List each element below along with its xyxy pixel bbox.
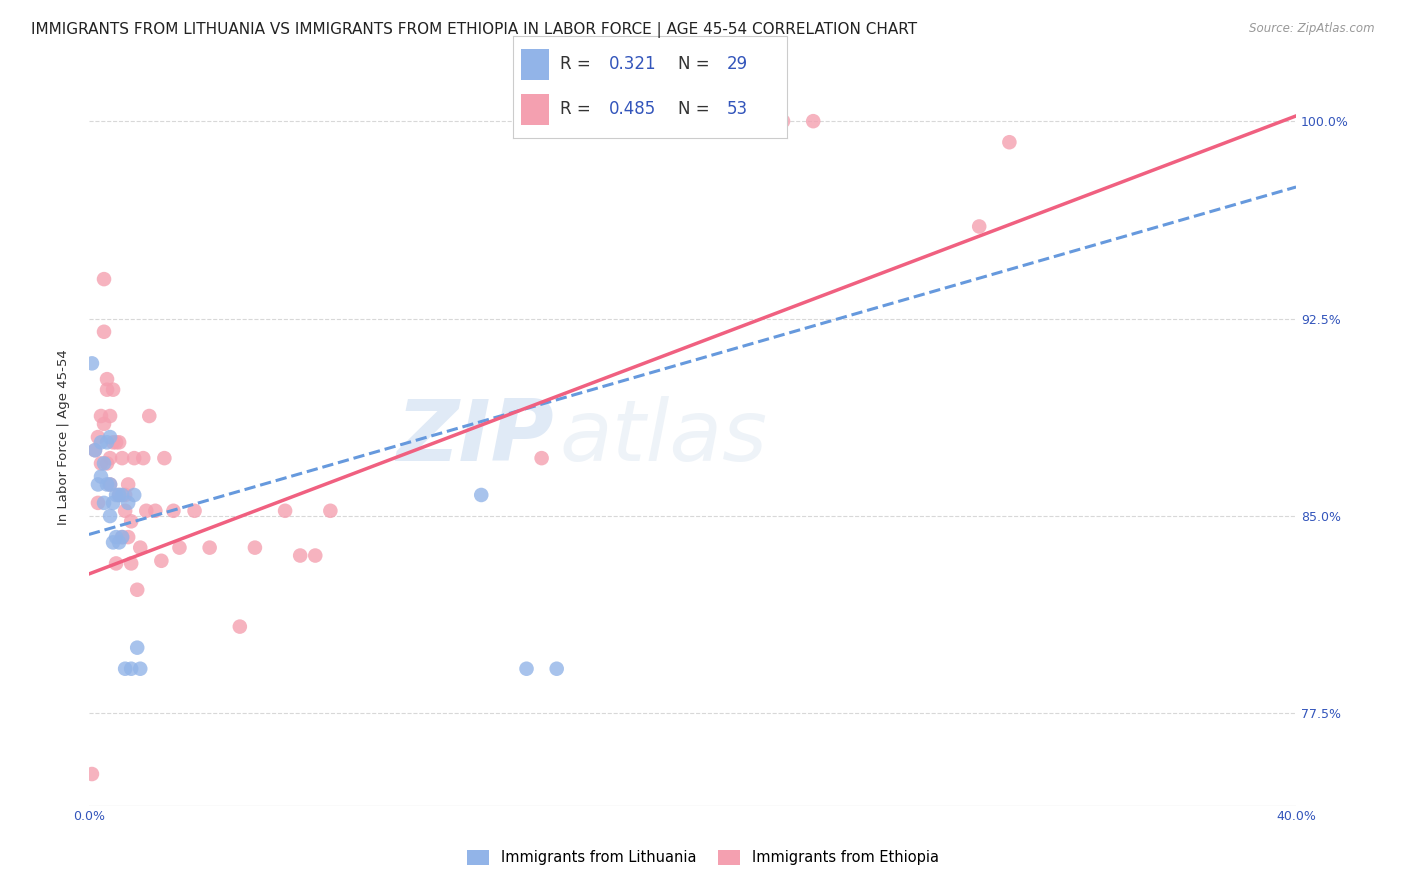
Point bbox=[998, 135, 1021, 149]
Point bbox=[105, 488, 128, 502]
Point bbox=[98, 477, 121, 491]
Point bbox=[117, 477, 139, 491]
Point bbox=[138, 409, 160, 423]
Point bbox=[105, 435, 128, 450]
Point bbox=[101, 496, 124, 510]
Point bbox=[129, 541, 152, 555]
Point bbox=[98, 451, 121, 466]
Point bbox=[87, 430, 110, 444]
Point bbox=[93, 496, 115, 510]
Point bbox=[967, 219, 990, 234]
Point bbox=[183, 504, 205, 518]
Point bbox=[319, 504, 342, 518]
Point bbox=[84, 443, 107, 458]
Text: ZIP: ZIP bbox=[396, 395, 554, 479]
Point bbox=[98, 477, 121, 491]
Point bbox=[108, 435, 131, 450]
Point bbox=[101, 383, 124, 397]
Text: N =: N = bbox=[678, 100, 714, 118]
Text: R =: R = bbox=[560, 55, 596, 73]
Point bbox=[132, 451, 155, 466]
Point bbox=[135, 504, 157, 518]
Text: N =: N = bbox=[678, 55, 714, 73]
Point bbox=[93, 272, 115, 286]
Point bbox=[243, 541, 266, 555]
Point bbox=[122, 488, 145, 502]
Point bbox=[129, 662, 152, 676]
Text: 53: 53 bbox=[727, 100, 748, 118]
Text: R =: R = bbox=[560, 100, 596, 118]
Point bbox=[304, 549, 326, 563]
Point bbox=[108, 535, 131, 549]
Point bbox=[120, 662, 142, 676]
Point bbox=[105, 557, 128, 571]
Point bbox=[98, 430, 121, 444]
Point bbox=[114, 488, 136, 502]
Point bbox=[90, 457, 112, 471]
Point bbox=[274, 504, 297, 518]
Point bbox=[96, 457, 118, 471]
Point bbox=[801, 114, 824, 128]
Point bbox=[80, 356, 103, 370]
Point bbox=[101, 435, 124, 450]
Point bbox=[515, 662, 537, 676]
Point bbox=[120, 514, 142, 528]
Point bbox=[114, 662, 136, 676]
Point bbox=[90, 409, 112, 423]
Point bbox=[80, 767, 103, 781]
Point bbox=[470, 488, 492, 502]
Point bbox=[87, 477, 110, 491]
Point bbox=[101, 535, 124, 549]
Text: Source: ZipAtlas.com: Source: ZipAtlas.com bbox=[1250, 22, 1375, 36]
FancyBboxPatch shape bbox=[522, 95, 548, 125]
Text: 0.485: 0.485 bbox=[609, 100, 657, 118]
Point bbox=[108, 488, 131, 502]
Point bbox=[87, 496, 110, 510]
Point bbox=[114, 504, 136, 518]
Point bbox=[111, 451, 134, 466]
Legend: Immigrants from Lithuania, Immigrants from Ethiopia: Immigrants from Lithuania, Immigrants fr… bbox=[461, 844, 945, 871]
Point bbox=[98, 509, 121, 524]
Point bbox=[117, 496, 139, 510]
FancyBboxPatch shape bbox=[522, 49, 548, 79]
Point bbox=[162, 504, 184, 518]
Point bbox=[96, 372, 118, 386]
Point bbox=[198, 541, 221, 555]
Point bbox=[150, 554, 173, 568]
Point bbox=[111, 530, 134, 544]
Point bbox=[90, 435, 112, 450]
Point bbox=[105, 530, 128, 544]
Point bbox=[108, 488, 131, 502]
Text: 0.321: 0.321 bbox=[609, 55, 657, 73]
Point bbox=[169, 541, 191, 555]
Point bbox=[127, 582, 149, 597]
Point bbox=[111, 488, 134, 502]
Point bbox=[153, 451, 176, 466]
Text: IMMIGRANTS FROM LITHUANIA VS IMMIGRANTS FROM ETHIOPIA IN LABOR FORCE | AGE 45-54: IMMIGRANTS FROM LITHUANIA VS IMMIGRANTS … bbox=[31, 22, 917, 38]
Text: 29: 29 bbox=[727, 55, 748, 73]
Point bbox=[96, 435, 118, 450]
Point bbox=[93, 325, 115, 339]
Point bbox=[96, 477, 118, 491]
Point bbox=[143, 504, 166, 518]
Point bbox=[117, 530, 139, 544]
Point bbox=[90, 469, 112, 483]
Point bbox=[772, 114, 794, 128]
Point bbox=[93, 417, 115, 431]
Point bbox=[229, 619, 252, 633]
Text: atlas: atlas bbox=[560, 395, 768, 479]
Y-axis label: In Labor Force | Age 45-54: In Labor Force | Age 45-54 bbox=[58, 349, 70, 525]
Point bbox=[93, 457, 115, 471]
Point bbox=[111, 530, 134, 544]
Point bbox=[290, 549, 312, 563]
Point bbox=[122, 451, 145, 466]
Point bbox=[98, 409, 121, 423]
Point bbox=[84, 443, 107, 458]
Point bbox=[546, 662, 568, 676]
Point bbox=[127, 640, 149, 655]
Point bbox=[530, 451, 553, 466]
Point bbox=[120, 557, 142, 571]
Point bbox=[96, 383, 118, 397]
